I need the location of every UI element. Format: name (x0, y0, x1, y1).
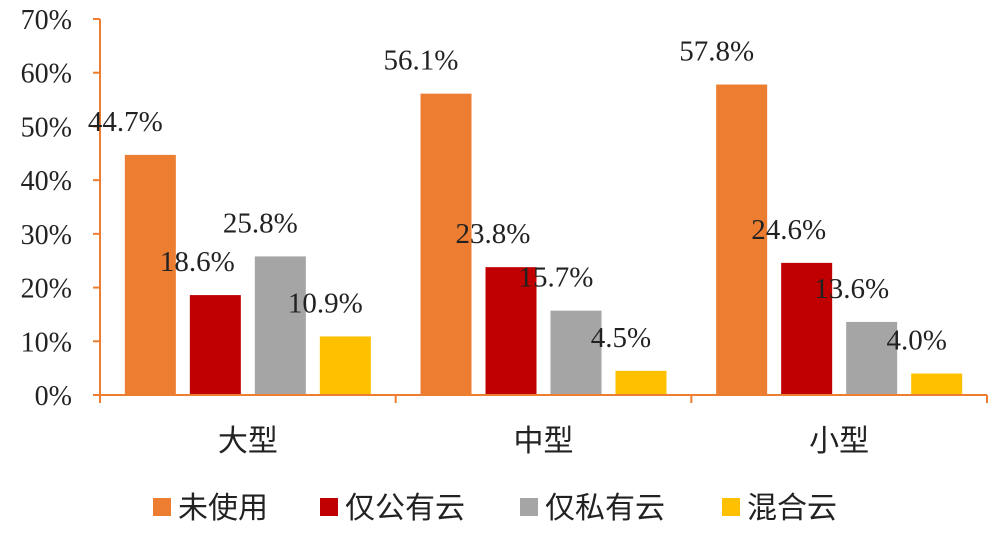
legend-swatch (722, 498, 740, 516)
x-category-label: 小型 (809, 424, 869, 459)
data-label: 10.9% (288, 287, 363, 319)
legend-swatch (520, 498, 538, 516)
y-tick-label: 10% (21, 327, 72, 358)
bar (319, 336, 371, 395)
bar (124, 154, 176, 395)
bar (781, 262, 833, 395)
data-label: 15.7% (519, 262, 594, 294)
bar (420, 93, 472, 396)
y-tick-label: 20% (21, 274, 72, 305)
legend-label: 混合云 (747, 491, 837, 526)
y-tick-label: 50% (21, 112, 72, 143)
legend-label: 未使用 (178, 491, 268, 526)
bar (846, 321, 898, 395)
data-label: 23.8% (456, 218, 531, 250)
data-label: 13.6% (814, 273, 889, 305)
legend-label: 仅公有云 (345, 491, 465, 526)
bars (124, 84, 963, 396)
bar (716, 84, 768, 395)
y-tick-label: 0% (35, 381, 72, 412)
legend: 未使用 仅公有云 仅私有云 混合云 (153, 491, 837, 526)
data-label: 4.5% (591, 322, 651, 354)
data-labels: 44.7% 18.6% 25.8% 10.9% 56.1% 23.8% 15.7% 4.5% 5… (88, 36, 947, 357)
data-label: 57.8% (679, 36, 754, 68)
data-label: 56.1% (384, 45, 459, 77)
bar (911, 373, 963, 395)
y-tick-label: 70% (21, 5, 72, 36)
data-label: 4.0% (886, 325, 946, 357)
bar (254, 256, 306, 395)
legend-swatch (320, 498, 338, 516)
legend-swatch (153, 498, 171, 516)
bar (615, 370, 667, 395)
data-label: 18.6% (160, 246, 235, 278)
bar (550, 310, 602, 395)
y-tick-label: 40% (21, 166, 72, 197)
legend-label: 仅私有云 (545, 491, 665, 526)
x-axis: 大型 中型 小型 (99, 394, 988, 459)
y-tick-label: 60% (21, 59, 72, 90)
data-label: 25.8% (223, 207, 298, 239)
data-label: 24.6% (751, 214, 826, 246)
bar (485, 267, 537, 395)
y-tick-label: 30% (21, 220, 72, 251)
data-label: 44.7% (88, 106, 163, 138)
x-category-label: 大型 (218, 424, 278, 459)
x-category-label: 中型 (514, 424, 574, 459)
y-axis: 0% 10% 20% 30% 40% 50% 60% 70% (21, 5, 101, 412)
bar (189, 295, 241, 395)
